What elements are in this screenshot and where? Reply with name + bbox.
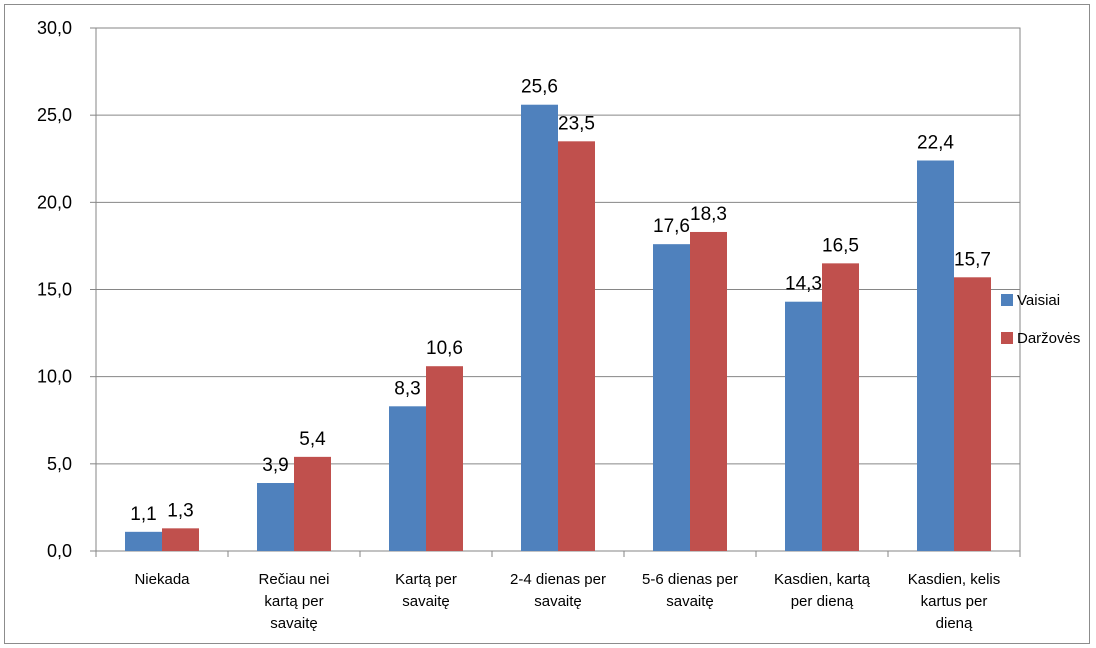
x-category-label: Kartą per savaitę: [395, 571, 457, 610]
bar-vaisiai: [389, 406, 426, 551]
bar-vaisiai: [257, 483, 294, 551]
bar-vaisiai: [521, 104, 558, 551]
bar-darzoves: [294, 456, 331, 551]
bar-darzoves: [162, 528, 199, 551]
legend-swatch: [1001, 332, 1013, 344]
bar-darzoves: [558, 141, 595, 552]
bar-vaisiai: [653, 244, 690, 551]
legend-label: Vaisiai: [1017, 292, 1060, 309]
x-category-label: Kasdien, kelis kartus per dieną: [908, 571, 1001, 632]
x-category-label: Kasdien, kartą per dieną: [774, 571, 871, 610]
data-label: 18,3: [690, 204, 727, 225]
y-axis-ticks: 0,0 5,0 10,0 15,0 20,0 25,0 30,0: [37, 18, 96, 561]
y-tick-label: 0,0: [47, 541, 72, 561]
legend-swatch: [1001, 294, 1013, 306]
data-label: 15,7: [954, 249, 991, 270]
bar-vaisiai: [917, 160, 954, 551]
data-label: 1,1: [130, 504, 156, 525]
data-label: 8,3: [394, 378, 420, 399]
y-tick-label: 30,0: [37, 18, 72, 38]
x-category-label: 2-4 dienas per savaitę: [510, 571, 606, 610]
data-label: 22,4: [917, 132, 954, 153]
data-label: 23,5: [558, 113, 595, 134]
x-axis-ticks: Niekada Rečiau nei kartą per savaitę Kartą p…: [95, 551, 1021, 632]
data-label: 10,6: [426, 338, 463, 359]
data-label: 5,4: [299, 429, 326, 450]
data-label: 14,3: [785, 274, 822, 295]
legend: Vaisiai Daržovės: [1001, 292, 1080, 347]
bar-darzoves: [822, 263, 859, 551]
y-tick-label: 5,0: [47, 454, 72, 474]
y-tick-label: 15,0: [37, 280, 72, 300]
x-category-label: Rečiau nei kartą per savaitę: [259, 571, 330, 632]
legend-label: Daržovės: [1017, 330, 1080, 347]
data-label: 25,6: [521, 77, 558, 98]
x-category-label: Niekada: [134, 571, 190, 588]
bar-vaisiai: [125, 531, 162, 551]
data-label: 1,3: [167, 500, 193, 521]
y-tick-label: 10,0: [37, 367, 72, 387]
y-tick-label: 25,0: [37, 105, 72, 125]
bar-vaisiai: [785, 301, 822, 551]
bar-darzoves: [954, 277, 991, 551]
x-category-label: 5-6 dienas per savaitę: [642, 571, 738, 610]
bar-darzoves: [426, 366, 463, 551]
bars: [125, 104, 991, 552]
data-label: 16,5: [822, 235, 859, 256]
y-tick-label: 20,0: [37, 192, 72, 212]
data-labels: 1,1 3,9 8,3 25,6 17,6 14,3 22,4 1,3 5,4 10,6 23,5 1…: [130, 77, 991, 525]
data-label: 3,9: [262, 455, 288, 476]
data-label: 17,6: [653, 216, 690, 237]
bar-darzoves: [690, 231, 727, 551]
